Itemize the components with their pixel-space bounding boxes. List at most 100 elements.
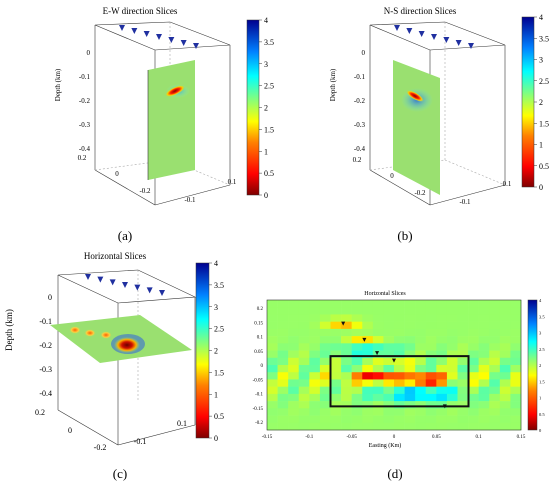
heatmap-cell xyxy=(319,415,331,424)
heatmap-cell xyxy=(489,408,501,416)
heatmap-cell xyxy=(446,372,458,380)
heatmap-cell xyxy=(277,415,289,424)
heatmap-cell xyxy=(415,408,427,416)
heatmap-cell xyxy=(298,300,310,308)
heatmap-cell xyxy=(436,357,448,366)
colorbar xyxy=(195,262,210,439)
heatmap-cell xyxy=(425,372,437,380)
y-tick-label: 0.05 xyxy=(254,350,263,355)
heatmap-cell xyxy=(499,365,511,373)
heatmap-cell xyxy=(425,408,437,416)
heatmap-cell xyxy=(330,379,342,387)
heatmap-cell xyxy=(383,365,395,373)
heatmap-cell xyxy=(436,321,448,330)
heatmap-cell xyxy=(404,372,416,380)
chart-ns-slices: N-S direction Slices 0 -0.1 -0.2 -0.3 -0.4 D… xyxy=(329,6,549,243)
heatmap-cell xyxy=(510,408,522,416)
heatmap-cell xyxy=(330,307,342,315)
colorbar-tick-label: 3 xyxy=(539,56,543,65)
heatmap-cell xyxy=(510,422,522,431)
heatmap-cell xyxy=(394,393,405,402)
heatmap-cell xyxy=(436,328,448,337)
z-tick-label: -0.4 xyxy=(39,389,52,398)
heatmap-cell xyxy=(288,314,300,322)
heatmap-cell xyxy=(436,307,448,315)
x-tick-label: 0 xyxy=(393,435,396,440)
heatmap-cell xyxy=(457,328,469,337)
heatmap-cell xyxy=(415,379,427,387)
heatmap-cell xyxy=(489,357,501,366)
heatmap-cell xyxy=(404,357,416,366)
z-tick-label: 0 xyxy=(87,49,91,57)
station-marker xyxy=(156,34,162,40)
heatmap-cell xyxy=(415,321,427,330)
colorbar-tick-label: 2.5 xyxy=(214,325,224,334)
heatmap-cell xyxy=(277,328,289,337)
heatmap-cell xyxy=(446,386,458,395)
colorbar-tick-label: 1 xyxy=(264,147,268,156)
x-tick-label: 0.2 xyxy=(35,408,45,417)
y-tick-label: 0.1 xyxy=(503,180,512,188)
heatmap-cell xyxy=(309,321,321,330)
heatmap-cell xyxy=(478,343,490,351)
heatmap-cell xyxy=(425,350,437,359)
z-tick-label: -0.3 xyxy=(79,121,91,129)
heatmap-cell xyxy=(404,401,416,409)
heatmap-cell xyxy=(341,372,352,380)
heatmap-cell xyxy=(341,321,352,330)
station-marker xyxy=(455,40,462,46)
heatmap-cell xyxy=(351,357,363,366)
colorbar-tick-label: 2.5 xyxy=(264,82,274,91)
heatmap-cell xyxy=(446,415,458,424)
heatmap-cell xyxy=(267,350,278,359)
heatmap-cell xyxy=(468,343,479,351)
heatmap-cell xyxy=(415,350,427,359)
heatmap-cell xyxy=(362,386,374,395)
heatmap-cell xyxy=(341,336,352,344)
heatmap-cell xyxy=(362,343,374,351)
heatmap-cell xyxy=(309,350,321,359)
z-tick-label: -0.2 xyxy=(79,97,91,105)
heatmap-cell xyxy=(277,408,289,416)
heatmap-cell xyxy=(351,379,363,387)
heatmap-cell xyxy=(319,314,331,322)
heatmap-cell xyxy=(489,379,501,387)
heatmap-cell xyxy=(425,422,437,431)
heatmap-cell xyxy=(478,365,490,373)
heatmap-cell xyxy=(298,321,310,330)
heatmap-cell xyxy=(394,408,405,416)
heatmap-cell xyxy=(394,350,405,359)
heatmap-cell xyxy=(351,415,363,424)
heatmap-cell xyxy=(330,393,342,402)
heatmap-cell xyxy=(499,357,511,366)
heatmap-cell xyxy=(372,372,384,380)
colorbar-tick-label: 0.5 xyxy=(539,162,549,171)
heatmap-cell xyxy=(330,401,342,409)
x-tick-label: 0.1 xyxy=(476,435,483,440)
colorbar-tick-label: 3.5 xyxy=(214,281,224,290)
heatmap-cell xyxy=(267,379,278,387)
ew-slice-plane xyxy=(148,60,195,180)
heatmap-cell xyxy=(319,328,331,337)
heatmap-cell xyxy=(330,321,342,330)
heatmap-cell xyxy=(372,321,384,330)
colorbar-tick-label: 0 xyxy=(539,183,543,192)
heatmap-cell xyxy=(267,307,278,315)
heatmap-cell xyxy=(436,386,448,395)
heatmap-cell xyxy=(404,336,416,344)
heatmap-cell xyxy=(383,422,395,431)
heatmap-cell xyxy=(446,336,458,344)
colorbar xyxy=(527,299,538,431)
heatmap-cell xyxy=(267,357,278,366)
station-marker xyxy=(122,282,128,288)
heatmap-cell xyxy=(489,307,501,315)
heatmap-cell xyxy=(309,343,321,351)
heatmap-cell xyxy=(309,379,321,387)
z-tick-label: 0 xyxy=(362,49,366,57)
x-tick-label: 0 xyxy=(115,170,119,178)
heatmap-cell xyxy=(277,422,289,431)
heatmap-cell xyxy=(478,350,490,359)
x-tick-label: -0.15 xyxy=(262,435,273,440)
heatmap-cell xyxy=(362,401,374,409)
heatmap-cell xyxy=(298,314,310,322)
